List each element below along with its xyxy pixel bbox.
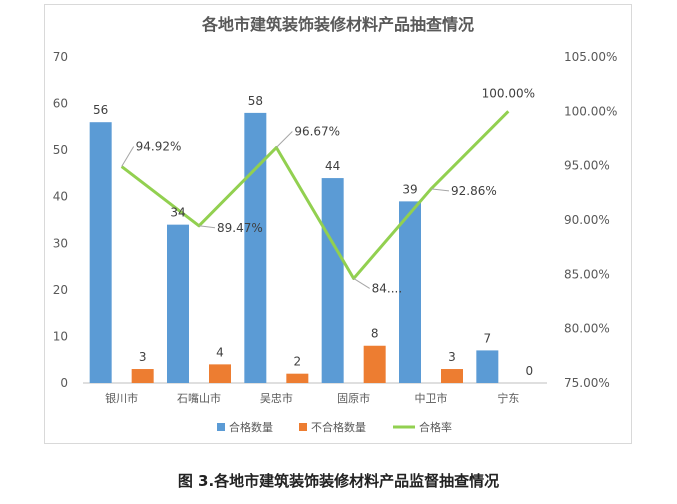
- bar: [244, 112, 267, 383]
- bar-layer: [89, 112, 499, 383]
- bar: [321, 178, 344, 383]
- y-left-tick-label: 70: [53, 50, 68, 64]
- legend-swatch: [217, 423, 225, 431]
- x-tick-label: 固原市: [337, 391, 370, 405]
- bar: [286, 373, 309, 383]
- bar: [209, 364, 231, 383]
- line-layer: [120, 110, 510, 289]
- leader-line: [198, 225, 216, 229]
- bar-data-label: 2: [294, 355, 302, 369]
- chart-axes: 01020304050607075.00%80.00%85.00%90.00%9…: [53, 50, 618, 405]
- bar-data-label: 44: [325, 159, 340, 173]
- rate-line: [120, 110, 510, 280]
- y-left-tick-label: 50: [53, 143, 68, 157]
- bar-data-label: 3: [448, 350, 456, 364]
- bar: [363, 345, 386, 383]
- leader-line: [430, 188, 450, 192]
- figure-caption: 图 3.各地市建筑装饰装修材料产品监督抽查情况: [177, 472, 500, 490]
- y-right-tick-label: 80.00%: [564, 322, 610, 336]
- chart-title: 各地市建筑装饰装修材料产品抽查情况: [201, 15, 474, 34]
- x-tick-label: 吴忠市: [260, 391, 293, 405]
- y-left-tick-label: 10: [53, 329, 68, 343]
- bar-data-label: 34: [170, 206, 185, 220]
- y-left-tick-label: 60: [53, 97, 68, 111]
- x-tick-label: 银川市: [105, 391, 138, 405]
- bar-data-label: 58: [248, 94, 263, 108]
- line-data-label: 96.67%: [294, 125, 340, 139]
- x-tick-label: 石嘴山市: [177, 391, 221, 405]
- line-data-label: 84....: [372, 281, 403, 295]
- y-left-tick-label: 40: [53, 190, 68, 204]
- y-right-tick-label: 95.00%: [564, 159, 610, 173]
- x-tick-label: 中卫市: [415, 391, 448, 405]
- line-data-label: 94.92%: [136, 140, 182, 154]
- bar-data-label: 56: [93, 103, 108, 117]
- bar: [89, 122, 112, 383]
- y-right-tick-label: 75.00%: [564, 376, 610, 390]
- y-right-tick-label: 90.00%: [564, 213, 610, 227]
- bar-data-label: 3: [139, 350, 147, 364]
- y-left-tick-label: 20: [53, 283, 68, 297]
- bar-data-label: 7: [484, 331, 492, 345]
- bar: [131, 369, 154, 383]
- y-right-tick-label: 100.00%: [564, 104, 617, 118]
- leader-line: [121, 146, 135, 167]
- leader-line: [353, 278, 370, 289]
- leader-line: [275, 131, 293, 148]
- line-data-label: 92.86%: [451, 184, 497, 198]
- legend-label: 合格数量: [229, 420, 273, 434]
- y-left-tick-label: 30: [53, 236, 68, 250]
- bar: [399, 201, 421, 383]
- bar-data-label: 39: [402, 182, 417, 196]
- legend: 合格数量 不合格数量 合格率: [217, 420, 452, 434]
- legend-swatch: [299, 423, 307, 431]
- line-data-label: 89.47%: [217, 221, 263, 235]
- x-tick-label: 宁东: [497, 391, 519, 405]
- bar-data-label: 4: [216, 345, 224, 359]
- y-left-tick-label: 0: [60, 376, 68, 390]
- legend-label: 不合格数量: [311, 420, 366, 434]
- bar-data-label: 8: [371, 327, 379, 341]
- bar: [167, 224, 189, 383]
- bar: [476, 350, 499, 383]
- y-right-tick-label: 85.00%: [564, 267, 610, 281]
- y-right-tick-label: 105.00%: [564, 50, 617, 64]
- legend-label: 合格率: [419, 420, 452, 434]
- line-data-label: 100.00%: [482, 86, 535, 100]
- bar: [441, 369, 463, 383]
- bar-data-label: 0: [526, 364, 534, 378]
